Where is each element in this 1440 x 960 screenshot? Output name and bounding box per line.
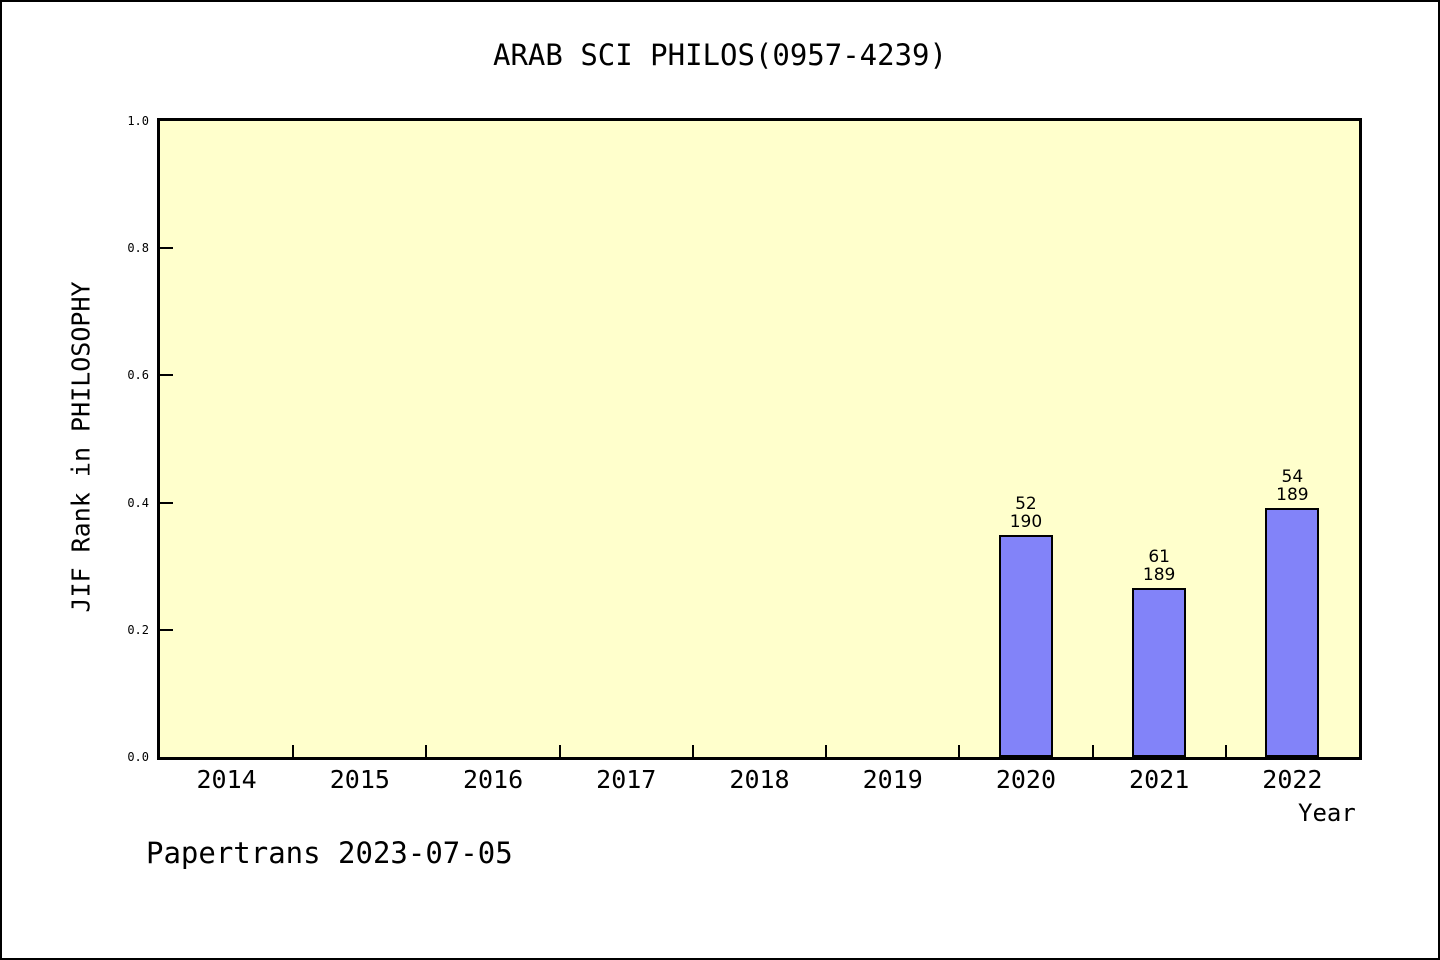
x-tick-mark (1224, 745, 1227, 757)
bar-value-label-2021: 61 189 (1142, 547, 1176, 585)
y-tick-mark (160, 374, 173, 377)
y-tick-mark (160, 247, 173, 250)
bar-2021 (1132, 588, 1187, 757)
x-tick-mark (425, 745, 428, 757)
x-tick-label: 2020 (995, 765, 1057, 794)
x-tick-label: 2021 (1129, 765, 1190, 794)
plot-area: 0.0 0.2 0.4 0.6 0.8 1.0 2014 2015 2016 2017 2018 20… (127, 114, 1362, 794)
x-tick-mark (691, 745, 694, 757)
y-tick-label: 0.0 (127, 750, 149, 764)
bar-value-label-2020: 52 190 (1009, 494, 1043, 532)
y-tick-mark (160, 501, 173, 504)
x-tick-mark (1091, 745, 1094, 757)
bar-2020 (998, 535, 1053, 757)
x-tick-label: 2019 (862, 765, 923, 794)
x-tick-label: 2017 (596, 765, 657, 794)
x-tick-label: 2014 (196, 765, 257, 794)
x-tick-mark (825, 745, 828, 757)
y-tick-label: 0.6 (127, 368, 149, 383)
y-tick-label: 0.4 (127, 495, 149, 510)
x-tick-label: 2018 (729, 765, 790, 794)
chart-title: ARAB SCI PHILOS(0957-4239) (493, 38, 947, 72)
x-tick-mark (292, 745, 295, 757)
x-tick-label: 2015 (329, 765, 390, 794)
x-axis-title: Year (1298, 799, 1356, 827)
y-tick-label: 1.0 (127, 114, 149, 128)
footer-note: Papertrans 2023-07-05 (146, 836, 513, 870)
x-tick-mark (558, 745, 561, 757)
y-tick-mark (160, 628, 173, 631)
y-axis-title: JIF Rank in PHILOSOPHY (66, 281, 96, 613)
x-tick-label: 2016 (462, 765, 524, 794)
x-tick-mark (958, 745, 961, 757)
bar-2022 (1265, 508, 1320, 757)
bar-value-label-2022: 54 189 (1276, 467, 1309, 505)
y-tick-label: 0.2 (127, 622, 149, 637)
y-tick-label: 0.8 (127, 241, 149, 256)
x-tick-label: 2022 (1262, 765, 1323, 794)
